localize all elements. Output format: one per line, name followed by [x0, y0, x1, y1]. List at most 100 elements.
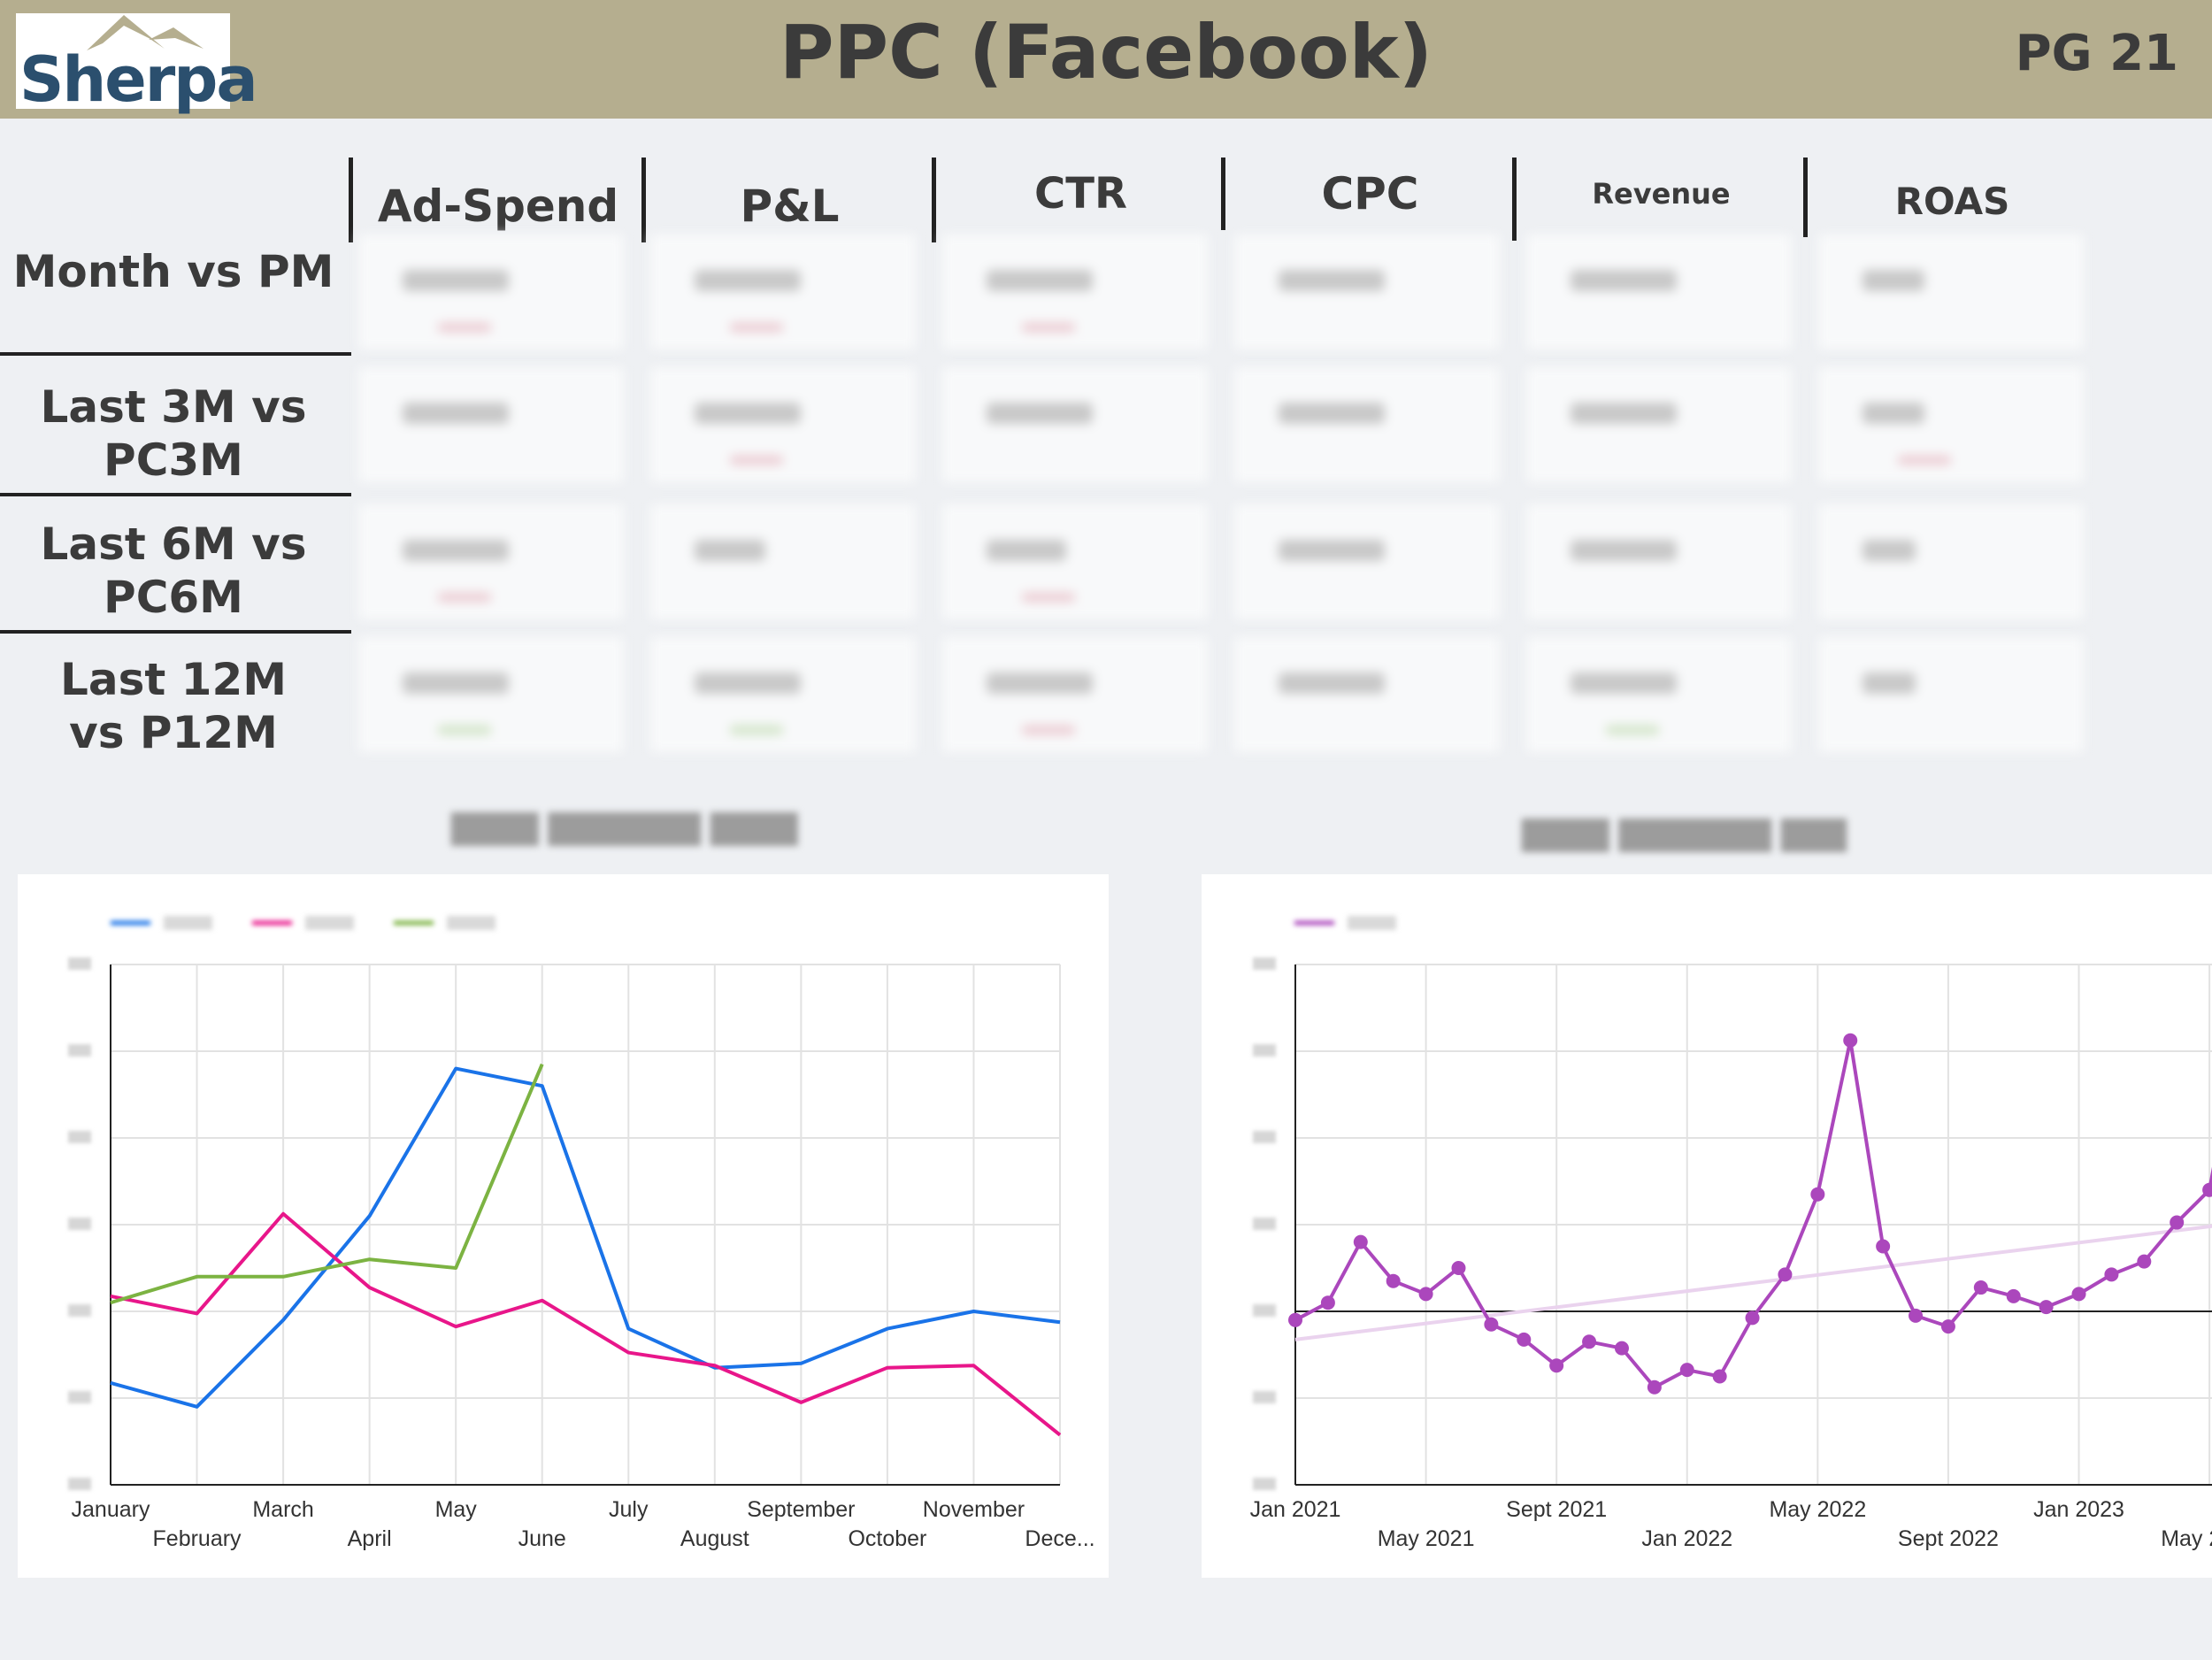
row-divider	[0, 352, 351, 356]
series-line	[110, 1211, 1062, 1437]
x-tick-label: June	[518, 1526, 566, 1551]
row-divider	[0, 493, 351, 496]
data-point	[1320, 1295, 1335, 1310]
data-point	[2071, 1287, 2086, 1302]
series-line	[110, 1066, 1061, 1409]
kpi-cell	[942, 637, 1208, 752]
data-point	[1647, 1379, 1662, 1395]
kpi-cell	[650, 504, 916, 619]
kpi-cell	[1526, 234, 1792, 350]
pl-line-chart: Jan 2021 May 2021 Sept 2021 Jan 2022 May 202…	[1250, 916, 2212, 1551]
kpi-cell	[1818, 504, 2084, 619]
data-point	[2202, 1182, 2212, 1197]
kpi-cell	[358, 234, 624, 350]
x-tick-label: May 2023	[2161, 1526, 2212, 1551]
x-tick-label: February	[153, 1526, 242, 1551]
x-tick-label: January	[72, 1497, 150, 1522]
kpi-cell	[1234, 234, 1500, 350]
row-header-12m: Last 12M vs P12M	[59, 654, 287, 758]
x-tick-label: Sept 2022	[1898, 1526, 1999, 1551]
x-tick-label: May 2021	[1378, 1526, 1475, 1551]
y-tick-placeholder	[1253, 1391, 1276, 1403]
x-tick-label: May 2022	[1769, 1497, 1866, 1522]
x-tick-label: July	[609, 1497, 649, 1522]
data-point	[1353, 1234, 1368, 1249]
kpi-cell	[1234, 367, 1500, 482]
col-header-cpc: CPC	[1221, 158, 1515, 230]
row-divider	[0, 630, 351, 634]
sherpa-logo: Sherpa	[16, 13, 258, 116]
mountain-icon	[87, 15, 204, 50]
kpi-cell	[358, 637, 624, 752]
y-tick-placeholder	[1253, 1218, 1276, 1230]
y-tick-placeholder	[68, 1304, 91, 1317]
x-tick-label: April	[348, 1526, 392, 1551]
data-point	[1909, 1308, 1924, 1323]
data-point	[1386, 1273, 1401, 1288]
y-tick-placeholder	[1253, 1478, 1276, 1490]
series-line	[110, 1063, 544, 1305]
y-tick-placeholder	[1253, 957, 1276, 970]
col-header-revenue: Revenue	[1512, 158, 1806, 241]
logo-text: Sherpa	[19, 43, 258, 116]
y-tick-placeholder	[1253, 1304, 1276, 1317]
data-point	[1712, 1369, 1727, 1384]
data-point	[2170, 1215, 2185, 1230]
kpi-cell	[650, 234, 916, 350]
x-tick-label: November	[923, 1497, 1025, 1522]
y-tick-placeholder	[68, 1044, 91, 1057]
kpi-cell	[650, 367, 916, 482]
data-point	[1418, 1287, 1433, 1302]
page-number: PG 21	[2015, 25, 2178, 82]
data-point	[2006, 1288, 2021, 1303]
data-point	[1679, 1363, 1694, 1378]
kpi-cell	[1818, 367, 2084, 482]
data-point	[1745, 1310, 1760, 1326]
data-point	[1517, 1332, 1532, 1347]
row-header-3m: Last 3M vs PC3M	[40, 381, 307, 486]
data-point	[2104, 1267, 2119, 1282]
x-tick-label: Dece...	[1025, 1526, 1094, 1551]
pl-chart-title: ████ ███████ ███	[1522, 818, 1847, 852]
kpi-cell	[1526, 504, 1792, 619]
col-header-pl: P&L	[641, 158, 933, 242]
x-tick-label: October	[848, 1526, 926, 1551]
kpi-cell	[1818, 637, 2084, 752]
chart-legend	[1294, 916, 1396, 930]
data-point	[1288, 1312, 1302, 1327]
col-header-roas: ROAS	[1803, 158, 2097, 237]
kpi-cell	[1526, 367, 1792, 482]
kpi-cell	[942, 504, 1208, 619]
roas-chart-panel: January February March April May June July Augu…	[18, 874, 1109, 1578]
data-point	[2039, 1300, 2054, 1315]
kpi-cell	[942, 234, 1208, 350]
x-tick-label: September	[747, 1497, 855, 1522]
kpi-cell	[942, 367, 1208, 482]
x-tick-label: Jan 2023	[2033, 1497, 2124, 1522]
data-point	[1614, 1341, 1629, 1356]
data-point	[1451, 1261, 1466, 1275]
kpi-cell	[650, 637, 916, 752]
row-header-month: Month vs PM	[12, 246, 334, 297]
x-tick-label: August	[680, 1526, 749, 1551]
data-point	[1810, 1187, 1825, 1202]
page-title: PPC (Facebook)	[779, 9, 1433, 96]
kpi-cell	[1818, 234, 2084, 350]
data-point	[1582, 1334, 1597, 1349]
row-header-6m: Last 6M vs PC6M	[40, 519, 307, 623]
kpi-cell	[1234, 504, 1500, 619]
x-tick-label: March	[252, 1497, 313, 1522]
legend-label-placeholder	[305, 916, 354, 930]
data-point	[1843, 1033, 1858, 1048]
legend-label-placeholder	[447, 916, 495, 930]
legend-label-placeholder	[164, 916, 212, 930]
data-point	[1778, 1267, 1793, 1282]
x-tick-label: May	[435, 1497, 478, 1522]
x-tick-label: Jan 2021	[1250, 1497, 1341, 1522]
y-tick-placeholder	[68, 1218, 91, 1230]
kpi-cell	[1526, 637, 1792, 752]
trendline	[1294, 1224, 2212, 1341]
y-tick-placeholder	[68, 957, 91, 970]
y-tick-placeholder	[68, 1131, 91, 1143]
